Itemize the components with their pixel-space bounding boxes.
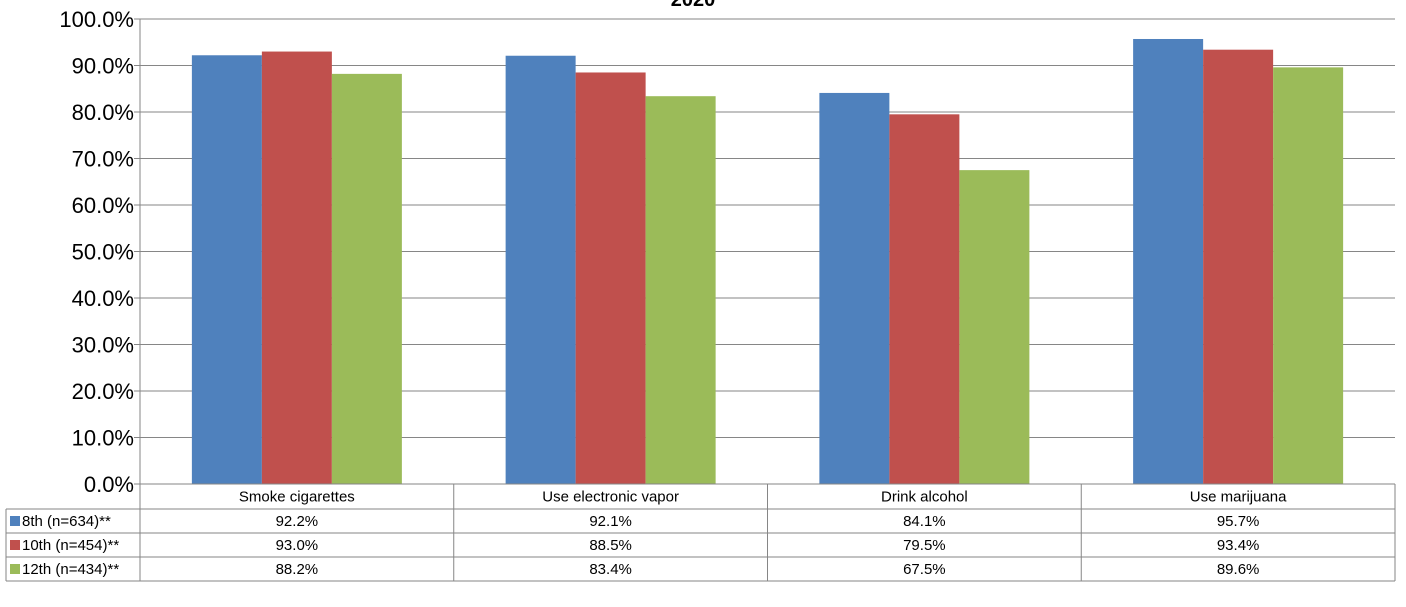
data-label: 67.5% [903,561,946,578]
bar [1133,38,1204,485]
data-label: 95.7% [1217,513,1260,530]
y-tick-label: 40.0% [72,286,134,311]
x-tick-label: Use marijuana [1190,489,1287,506]
x-tick-label: Smoke cigarettes [239,489,355,506]
bar [261,51,332,485]
bar [889,114,960,484]
y-tick-label: 20.0% [72,379,134,404]
data-label: 88.2% [276,561,319,578]
bar [1203,49,1274,484]
data-label: 93.4% [1217,537,1260,554]
chart-title: 2020 [671,0,716,11]
y-tick-label: 90.0% [72,54,134,79]
y-tick-label: 80.0% [72,100,134,125]
bar [331,73,402,485]
legend-key [10,540,20,550]
legend-entry: 8th (n=634)** [22,513,111,530]
legend-entry: 12th (n=434)** [22,561,119,578]
data-label: 92.1% [589,513,632,530]
y-tick-label: 0.0% [84,472,134,497]
bar [819,92,890,484]
data-label: 84.1% [903,513,946,530]
bar [959,170,1030,484]
data-label: 92.2% [276,513,319,530]
bar [645,96,716,484]
data-label: 79.5% [903,537,946,554]
bar [191,55,262,485]
bar [1273,67,1344,485]
y-tick-label: 10.0% [72,426,134,451]
x-tick-label: Use electronic vapor [542,489,679,506]
y-axis-ticks: 0.0% 10.0% 20.0% 30.0% 40.0% 50.0% 60.0% 70.0% 8… [59,7,140,497]
legend-key [10,564,20,574]
bar [505,55,576,485]
x-tick-label: Drink alcohol [881,489,968,506]
y-tick-label: 60.0% [72,193,134,218]
y-tick-label: 30.0% [72,333,134,358]
bar [575,72,646,484]
data-label: 89.6% [1217,561,1260,578]
legend-entry: 10th (n=454)** [22,537,119,554]
legend-key [10,516,20,526]
data-label: 93.0% [276,537,319,554]
y-tick-label: 100.0% [59,7,134,32]
data-table: Smoke cigarettes Use electronic vapor Drin… [5,483,1396,582]
bars [191,38,1344,485]
y-tick-label: 70.0% [72,147,134,172]
data-label: 88.5% [589,537,632,554]
data-label: 83.4% [589,561,632,578]
y-tick-label: 50.0% [72,240,134,265]
